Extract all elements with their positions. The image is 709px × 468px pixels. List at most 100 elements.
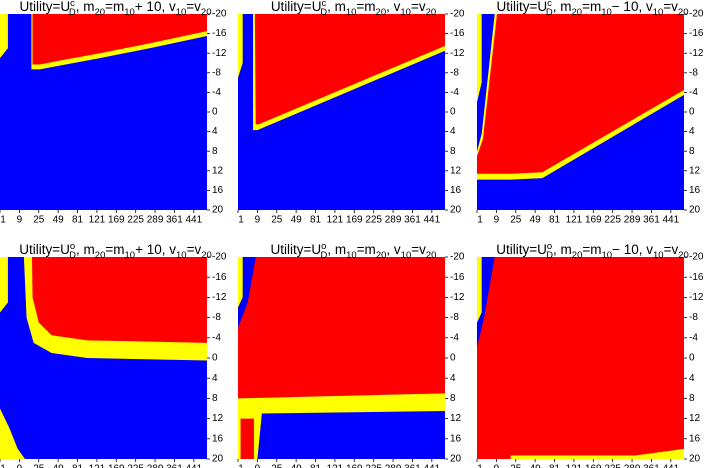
region (477, 257, 482, 323)
title-part: 10 (653, 7, 664, 18)
x-tick-label: 9 (17, 464, 23, 468)
x-tick-label: 289 (385, 215, 402, 226)
panel-title: Utility=Uo D, m10=m20, v10=v20 (271, 241, 437, 261)
x-tick-label: 9 (255, 215, 261, 226)
title-part: 20 (201, 7, 212, 18)
region (31, 257, 207, 343)
title-part: 10 (653, 250, 664, 261)
title-part: =v (663, 0, 678, 14)
title-part: c (321, 0, 326, 9)
title-part: =m (582, 242, 601, 257)
y-tick-label: -8 (689, 67, 698, 78)
title-part: =v (186, 0, 201, 14)
panel-title: Utility=Uo D, m20=m10+ 10, v10=v20 (19, 241, 212, 261)
x-tick-label: 361 (643, 215, 660, 226)
x-tick-label: 1 (238, 464, 244, 468)
panel-title: Utility=Uc D, m10=m20, v10=v20 (271, 0, 436, 18)
title-part: , m (327, 0, 346, 14)
x-tick-label: 121 (327, 464, 344, 468)
title-part: − 10, v (612, 0, 653, 14)
y-tick-label: 12 (212, 165, 224, 176)
y-tick-label: -12 (212, 48, 227, 59)
y-tick-label: 8 (689, 393, 695, 404)
title-part: c (70, 0, 75, 9)
y-tick-label: 8 (212, 393, 218, 404)
title-part: 20 (426, 250, 437, 261)
x-tick-label: 9 (17, 215, 23, 226)
panel-title: Utility=Uc D, m20=m10− 10, v10=v20 (496, 0, 688, 18)
y-tick-label: 12 (689, 165, 701, 176)
region (0, 14, 8, 59)
y-tick-label: -8 (212, 312, 221, 323)
title-part: + 10, v (135, 242, 176, 257)
title-part: =m (582, 0, 601, 14)
y-tick-label: 12 (212, 413, 224, 424)
title-part: 10 (176, 7, 187, 18)
y-tick-label: 0 (689, 353, 695, 364)
region (510, 448, 684, 459)
x-tick-label: 49 (530, 215, 542, 226)
y-tick-label: -12 (450, 48, 465, 59)
x-tick-label: 225 (604, 215, 621, 226)
title-part: 20 (678, 250, 689, 261)
y-tick-label: -16 (450, 272, 465, 283)
x-tick-label: 169 (585, 464, 602, 468)
y-tick-label: -20 (212, 9, 227, 20)
y-tick-label: -12 (450, 292, 465, 303)
region (238, 257, 243, 308)
title-part: =m (105, 242, 124, 257)
x-tick-label: 25 (33, 215, 45, 226)
x-tick-label: 49 (530, 464, 542, 468)
panel-title: Utility=Uc D, m20=m10+ 10, v10=v20 (19, 0, 211, 18)
x-tick-label: 81 (549, 215, 561, 226)
y-tick-label: -12 (689, 48, 704, 59)
y-tick-label: 0 (689, 107, 695, 118)
title-part: 20 (95, 7, 106, 18)
y-tick-label: 16 (689, 185, 701, 196)
title-part: 20 (201, 250, 212, 261)
region (32, 14, 207, 65)
title-part: Utility=U (496, 0, 547, 14)
title-part: D (546, 7, 553, 18)
y-tick-label: -12 (689, 292, 704, 303)
y-tick-label: -8 (689, 312, 698, 323)
title-part: 20 (678, 7, 689, 18)
y-tick-label: 16 (212, 185, 224, 196)
region (0, 408, 25, 459)
x-tick-label: 225 (127, 464, 144, 468)
title-part: , m (553, 242, 572, 257)
x-tick-label: 441 (423, 464, 440, 468)
title-part: − 10, v (612, 242, 653, 257)
title-part: 10 (401, 250, 412, 261)
y-tick-label: 16 (689, 433, 701, 444)
x-tick-label: 81 (72, 464, 84, 468)
x-tick-label: 25 (33, 464, 45, 468)
title-part: D (69, 7, 76, 18)
x-tick-label: 9 (255, 464, 261, 468)
y-tick-label: -4 (450, 332, 459, 343)
x-tick-label: 169 (108, 215, 125, 226)
y-tick-label: 0 (212, 107, 218, 118)
title-part: c (547, 0, 552, 9)
y-tick-label: -4 (450, 87, 459, 98)
title-part: , m (76, 0, 95, 14)
x-tick-label: 9 (494, 215, 500, 226)
y-tick-label: -8 (450, 312, 459, 323)
x-tick-label: 49 (53, 215, 65, 226)
x-tick-label: 81 (72, 215, 84, 226)
y-tick-label: 20 (450, 454, 462, 465)
y-tick-label: 4 (689, 126, 695, 137)
y-tick-label: 20 (212, 454, 224, 465)
x-tick-label: 1 (0, 464, 6, 468)
title-part: D (320, 7, 327, 18)
title-part: =v (411, 242, 426, 257)
title-part: 10 (125, 250, 136, 261)
x-tick-label: 25 (510, 464, 522, 468)
y-tick-label: -16 (212, 28, 227, 39)
title-part: 20 (95, 250, 106, 261)
y-tick-label: 0 (450, 353, 456, 364)
title-part: =v (411, 0, 426, 14)
x-tick-label: 169 (108, 464, 125, 468)
